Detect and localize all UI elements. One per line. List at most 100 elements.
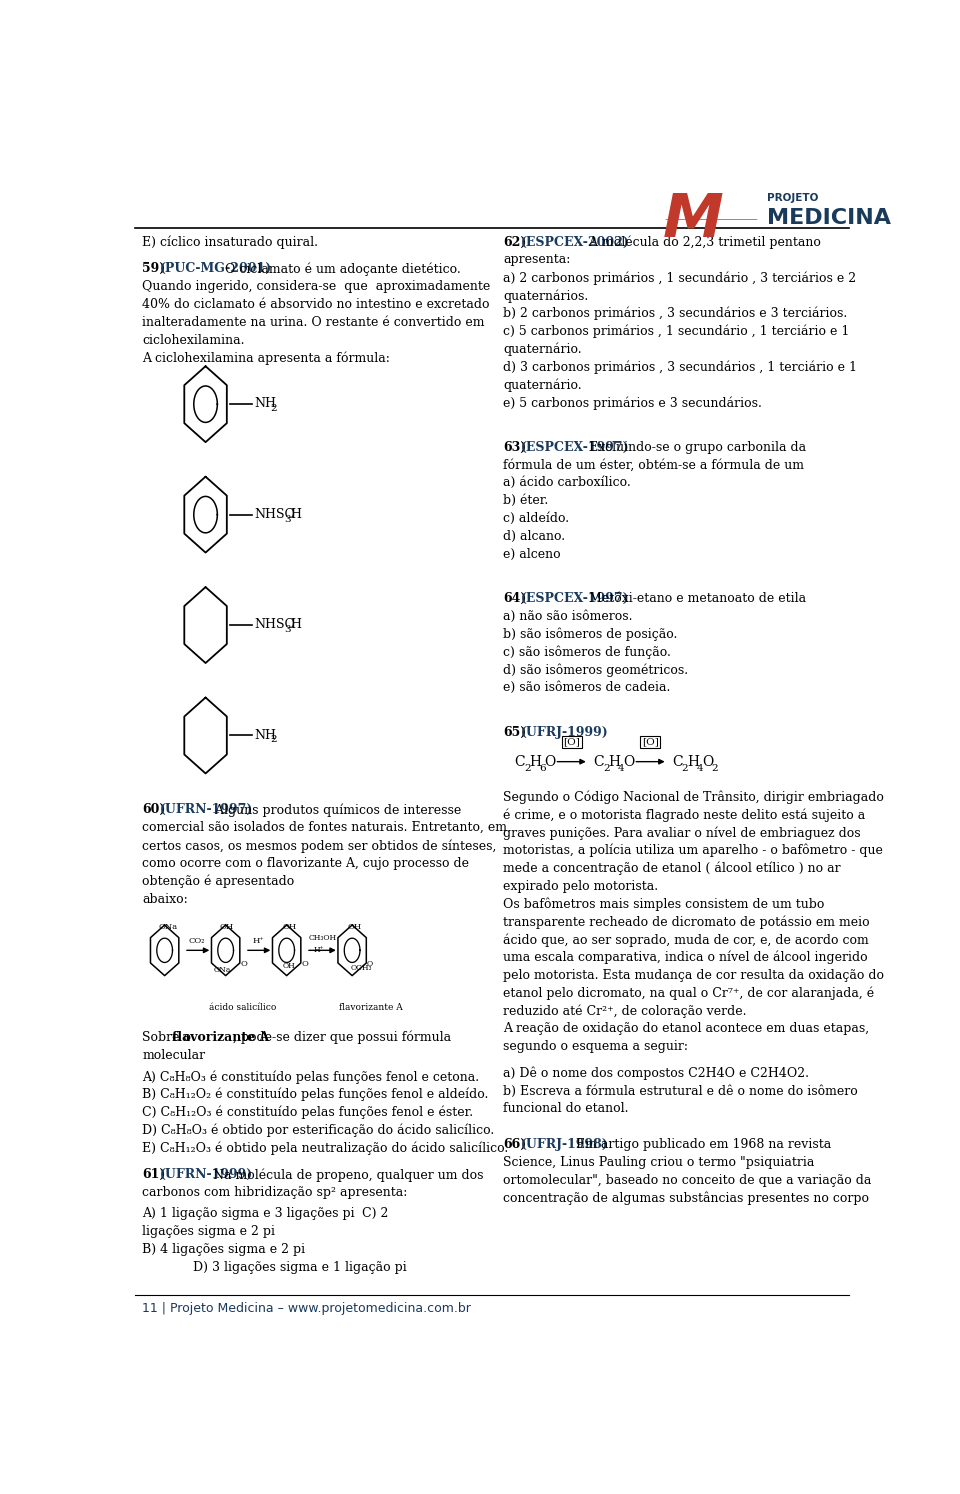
Text: e) 5 carbonos primários e 3 secundários.: e) 5 carbonos primários e 3 secundários. [503,396,762,409]
Text: segundo o esquema a seguir:: segundo o esquema a seguir: [503,1040,688,1053]
Text: C: C [672,754,683,768]
Text: E) C₈H₁₂O₃ é obtido pela neutralização do ácido salicílico.: E) C₈H₁₂O₃ é obtido pela neutralização d… [142,1141,509,1155]
Text: ortomolecular", baseado no conceito de que a variação da: ortomolecular", baseado no conceito de q… [503,1174,872,1186]
Text: quaternário.: quaternário. [503,378,582,391]
Text: Excluindo-se o grupo carbonila da: Excluindo-se o grupo carbonila da [585,441,806,454]
Text: quaternário.: quaternário. [503,342,582,356]
Text: PROJETO: PROJETO [767,193,819,203]
Text: H⁺: H⁺ [252,937,264,944]
Text: c) são isômeros de função.: c) são isômeros de função. [503,645,671,659]
Text: OH: OH [282,962,295,970]
Text: 2: 2 [711,763,718,772]
Text: inalteradamente na urina. O restante é convertido em: inalteradamente na urina. O restante é c… [142,315,485,329]
Text: d) 3 carbonos primários , 3 secundários , 1 terciário e 1: d) 3 carbonos primários , 3 secundários … [503,360,857,374]
Text: OH: OH [282,923,297,931]
Text: d) alcano.: d) alcano. [503,530,565,542]
Text: molecular: molecular [142,1049,205,1062]
Text: como ocorre com o flavorizante A, cujo processo de: como ocorre com o flavorizante A, cujo p… [142,858,469,870]
Text: Em artigo publicado em 1968 na revista: Em artigo publicado em 1968 na revista [571,1138,830,1150]
Text: d) são isômeros geométricos.: d) são isômeros geométricos. [503,663,688,677]
Text: 40% do ciclamato é absorvido no intestino e excretado: 40% do ciclamato é absorvido no intestin… [142,299,490,311]
Text: OH: OH [348,923,362,931]
Text: C: C [593,754,604,768]
Text: mede a concentração de etanol ( álcool etílico ) no ar: mede a concentração de etanol ( álcool e… [503,862,841,875]
Text: OH: OH [220,923,234,931]
Text: b) éter.: b) éter. [503,495,548,506]
Text: (UFRN-1999): (UFRN-1999) [160,1168,253,1182]
Text: b) 2 carbonos primários , 3 secundários e 3 terciários.: b) 2 carbonos primários , 3 secundários … [503,306,848,321]
Text: e) alceno: e) alceno [503,548,561,560]
Text: H: H [529,754,541,768]
Text: ciclohexilamina.: ciclohexilamina. [142,333,245,347]
Text: OCH₃: OCH₃ [350,964,372,973]
Text: Os bafômetros mais simples consistem de um tubo: Os bafômetros mais simples consistem de … [503,898,825,911]
Text: E) cíclico insaturado quiral.: E) cíclico insaturado quiral. [142,236,319,249]
Text: c) 5 carbonos primários , 1 secundário , 1 terciário e 1: c) 5 carbonos primários , 1 secundário ,… [503,324,850,338]
Text: B) C₈H₁₂O₂ é constituído pelas funções fenol e aldeído.: B) C₈H₁₂O₂ é constituído pelas funções f… [142,1088,489,1101]
Text: NH: NH [253,397,276,411]
Text: a) não são isômeros.: a) não são isômeros. [503,610,633,623]
Text: quaternários.: quaternários. [503,290,588,303]
Text: Quando ingerido, considera-se  que  aproximadamente: Quando ingerido, considera-se que aproxi… [142,281,491,293]
Text: A molécula do 2,2,3 trimetil pentano: A molécula do 2,2,3 trimetil pentano [585,236,821,249]
Text: 60): 60) [142,804,166,816]
Text: e) são isômeros de cadeia.: e) são isômeros de cadeia. [503,681,670,695]
Text: concentração de algumas substâncias presentes no corpo: concentração de algumas substâncias pres… [503,1192,869,1206]
Text: , pode-se dizer que possui fórmula: , pode-se dizer que possui fórmula [233,1031,451,1044]
Text: O ciclamato é um adoçante dietético.: O ciclamato é um adoçante dietético. [221,263,461,276]
Text: a) Dê o nome dos compostos C2H4O e C2H4O2.: a) Dê o nome dos compostos C2H4O e C2H4O… [503,1067,809,1080]
Text: O: O [367,959,373,968]
Text: ácido que, ao ser soprado, muda de cor, e, de acordo com: ácido que, ao ser soprado, muda de cor, … [503,934,869,947]
Text: [O]: [O] [642,738,659,747]
Text: fórmula de um éster, obtém-se a fórmula de um: fórmula de um éster, obtém-se a fórmula … [503,459,804,472]
Text: etanol pelo dicromato, na qual o Cr⁷⁺, de cor alaranjada, é: etanol pelo dicromato, na qual o Cr⁷⁺, d… [503,986,875,999]
Text: 3: 3 [284,514,291,523]
Text: O: O [702,754,713,768]
Text: 4: 4 [697,763,704,772]
Text: funcional do etanol.: funcional do etanol. [503,1103,629,1116]
Text: Alguns produtos químicos de interesse: Alguns produtos químicos de interesse [211,804,461,817]
Text: 62): 62) [503,236,526,248]
Text: C) 2: C) 2 [362,1207,388,1221]
Text: D) 3 ligações sigma e 1 ligação pi: D) 3 ligações sigma e 1 ligação pi [193,1261,407,1274]
Text: Metóxi-etano e metanoato de etila: Metóxi-etano e metanoato de etila [585,592,806,605]
Text: carbonos com hibridização sp² apresenta:: carbonos com hibridização sp² apresenta: [142,1186,408,1200]
Text: reduzido até Cr²⁺, de coloração verde.: reduzido até Cr²⁺, de coloração verde. [503,1004,747,1017]
Text: graves punições. Para avaliar o nível de embriaguez dos: graves punições. Para avaliar o nível de… [503,826,861,840]
Text: Segundo o Código Nacional de Trânsito, dirigir embriagado: Segundo o Código Nacional de Trânsito, d… [503,790,884,804]
Text: expirado pelo motorista.: expirado pelo motorista. [503,880,659,892]
Text: NH: NH [253,729,276,741]
Text: A reação de oxidação do etanol acontece em duas etapas,: A reação de oxidação do etanol acontece … [503,1022,870,1035]
Text: (UFRJ-1998): (UFRJ-1998) [521,1138,609,1150]
Text: NHSO: NHSO [253,508,295,521]
Text: abaixo:: abaixo: [142,892,188,905]
Text: b) são isômeros de posição.: b) são isômeros de posição. [503,627,678,641]
Text: O: O [544,754,555,768]
Text: 6: 6 [539,763,545,772]
Text: ligações sigma e 2 pi: ligações sigma e 2 pi [142,1225,276,1239]
Text: (PUC-MG-2001): (PUC-MG-2001) [160,263,273,275]
Text: apresenta:: apresenta: [503,254,570,266]
Text: 2: 2 [524,763,531,772]
Text: A ciclohexilamina apresenta a fórmula:: A ciclohexilamina apresenta a fórmula: [142,351,390,365]
Text: H: H [290,508,301,521]
Text: A) 1 ligação sigma e 3 ligações pi: A) 1 ligação sigma e 3 ligações pi [142,1207,355,1221]
Text: CH₃OH: CH₃OH [309,934,337,943]
Text: flavorizante A: flavorizante A [172,1031,270,1044]
Text: B) 4 ligações sigma e 2 pi: B) 4 ligações sigma e 2 pi [142,1243,305,1256]
Text: H⁺: H⁺ [313,946,324,953]
Text: O: O [623,754,635,768]
Text: flavorizante A: flavorizante A [339,1004,402,1013]
Text: c) aldeído.: c) aldeído. [503,512,569,524]
Text: (UFRJ-1999): (UFRJ-1999) [521,726,609,740]
Text: 65): 65) [503,726,526,740]
Text: C) C₈H₁₂O₃ é constituído pelas funções fenol e éster.: C) C₈H₁₂O₃ é constituído pelas funções f… [142,1106,473,1119]
Text: (ESPCEX-1997): (ESPCEX-1997) [521,441,630,454]
Text: 59): 59) [142,263,165,275]
Text: é crime, e o motorista flagrado neste delito está sujeito a: é crime, e o motorista flagrado neste de… [503,808,865,822]
Text: ácido salicílico: ácido salicílico [209,1004,276,1013]
Text: 2: 2 [603,763,610,772]
Text: a) 2 carbonos primários , 1 secundário , 3 terciários e 2: a) 2 carbonos primários , 1 secundário ,… [503,272,856,285]
Text: O: O [241,959,248,968]
Text: H: H [290,619,301,630]
